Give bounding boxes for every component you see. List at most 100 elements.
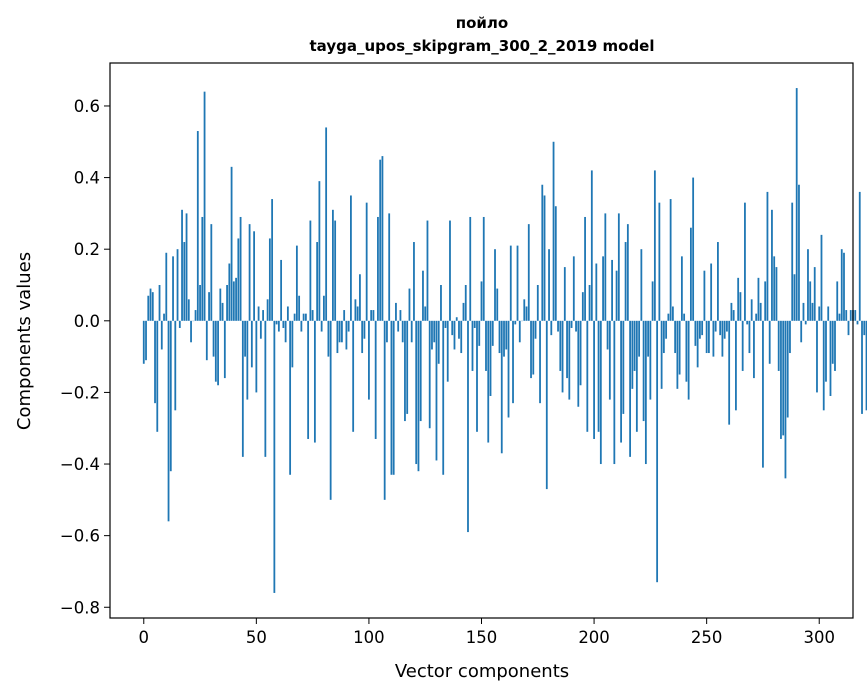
bar	[307, 320, 310, 439]
bar	[845, 310, 848, 321]
bar	[606, 320, 609, 350]
bar	[318, 181, 321, 321]
bar	[399, 310, 402, 321]
bar	[622, 320, 625, 414]
bar	[325, 127, 328, 321]
bar	[415, 320, 418, 465]
bar	[442, 320, 445, 475]
bar	[584, 216, 586, 321]
bar	[687, 320, 690, 400]
bar	[271, 199, 274, 321]
bar	[858, 191, 861, 321]
bar	[284, 320, 287, 343]
bar	[487, 320, 490, 443]
bar	[302, 313, 305, 321]
bar	[602, 256, 604, 321]
bar	[581, 292, 584, 321]
bar	[145, 320, 147, 361]
bar	[658, 202, 661, 321]
bar	[194, 310, 197, 321]
y-tick-label: −0.4	[60, 455, 100, 474]
bar	[237, 238, 240, 321]
bar	[476, 320, 478, 432]
bar	[295, 245, 298, 321]
bar	[861, 320, 863, 414]
bar	[843, 252, 845, 321]
bar	[811, 302, 814, 321]
bar	[377, 216, 379, 321]
bar	[865, 320, 867, 411]
bar	[311, 310, 314, 321]
bar	[354, 299, 357, 321]
bar	[518, 320, 521, 343]
bar	[586, 320, 589, 432]
x-tick-label: 0	[139, 628, 150, 647]
bar	[789, 320, 791, 354]
bar	[541, 184, 544, 321]
bar	[221, 302, 224, 321]
bar	[807, 249, 809, 321]
bar	[669, 199, 672, 321]
bar	[332, 209, 334, 321]
bar	[523, 299, 526, 321]
bar	[660, 320, 663, 389]
x-axis-label: Vector components	[395, 661, 569, 682]
bar	[640, 249, 643, 321]
bar	[662, 320, 665, 354]
bar	[154, 320, 156, 404]
bar	[741, 320, 744, 371]
bar	[437, 320, 440, 364]
bar	[863, 320, 866, 336]
bar	[791, 202, 794, 321]
bar	[172, 256, 174, 321]
bar	[809, 281, 812, 321]
bar	[561, 320, 564, 393]
bar	[185, 213, 188, 321]
bar	[160, 320, 163, 350]
bar	[417, 320, 420, 472]
bar	[334, 220, 337, 321]
bar	[514, 320, 517, 325]
bar	[316, 242, 319, 321]
bar	[667, 313, 670, 321]
bar	[744, 202, 746, 321]
bar	[356, 306, 359, 321]
bar	[703, 270, 706, 321]
bar	[674, 320, 677, 354]
bar	[626, 224, 629, 321]
bar	[239, 216, 242, 321]
bar	[617, 213, 620, 321]
bar	[647, 320, 650, 357]
bar	[768, 320, 771, 364]
bar	[771, 209, 773, 321]
bar	[829, 320, 832, 396]
bar	[545, 320, 548, 490]
bar	[683, 313, 686, 321]
bar	[217, 320, 219, 386]
bar	[795, 88, 798, 321]
bar	[401, 320, 404, 343]
x-tick-label: 300	[803, 628, 835, 647]
bar	[505, 320, 508, 350]
bar	[190, 320, 192, 343]
bar	[309, 220, 312, 321]
bar	[214, 320, 217, 382]
bar	[671, 306, 674, 321]
bar	[642, 320, 645, 422]
bar	[532, 320, 535, 375]
y-tick-label: −0.6	[60, 527, 100, 546]
bar	[259, 320, 262, 339]
bar	[804, 320, 807, 325]
bar	[557, 320, 559, 332]
bar	[563, 267, 566, 321]
bar	[676, 320, 679, 389]
bar	[440, 285, 442, 321]
bar	[590, 170, 593, 321]
bar	[572, 256, 575, 321]
bar	[446, 320, 449, 382]
bar	[156, 320, 159, 432]
bar	[680, 256, 683, 321]
bar	[201, 216, 204, 321]
bar	[327, 320, 330, 357]
y-tick-label: −0.8	[60, 598, 100, 617]
